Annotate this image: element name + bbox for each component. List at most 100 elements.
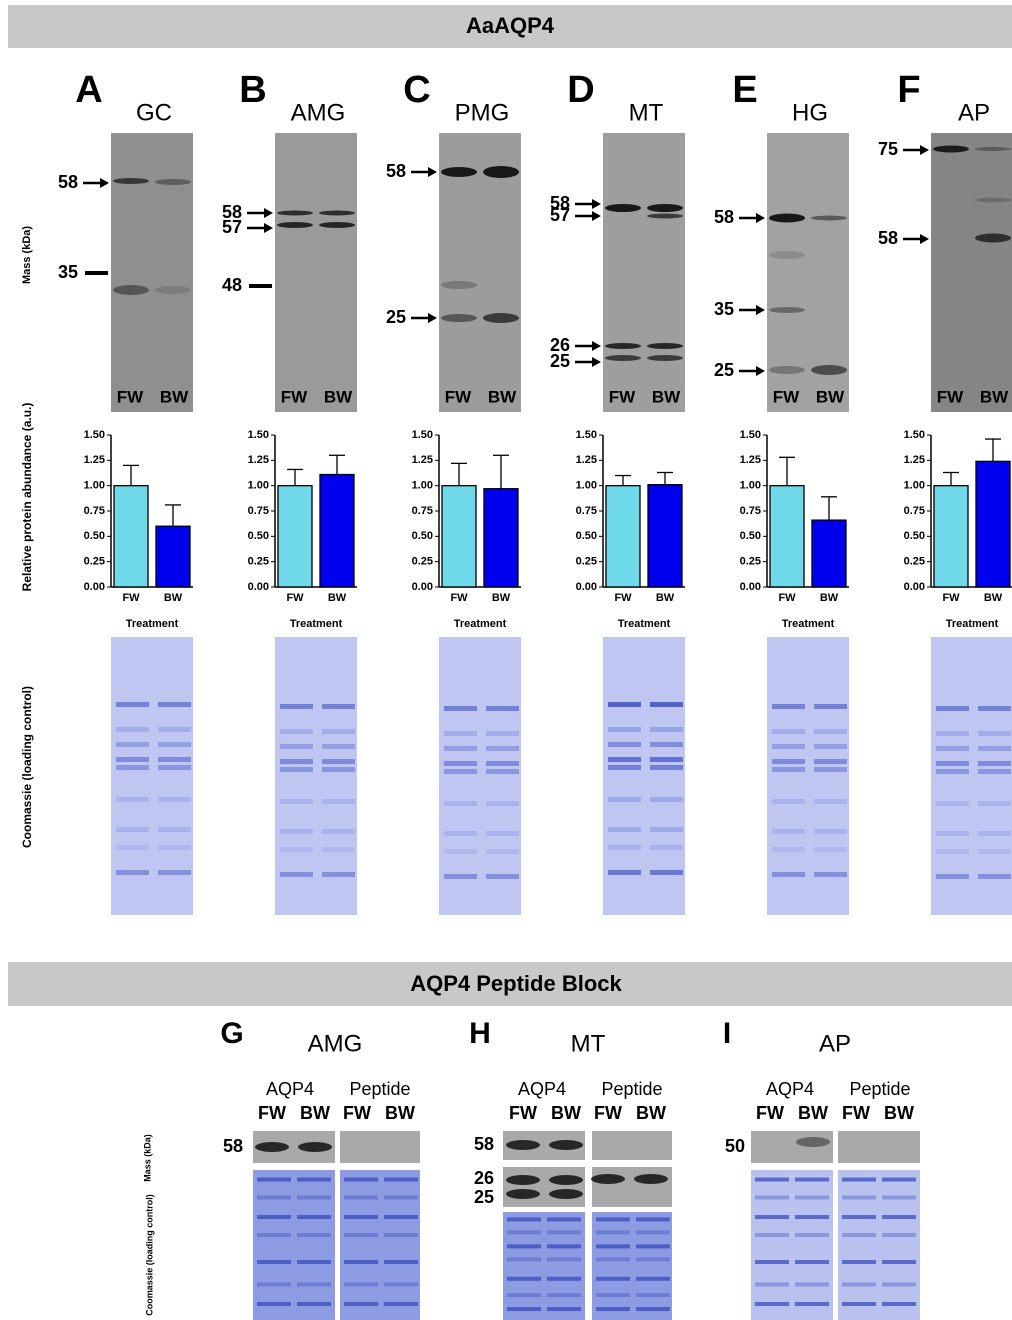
coomassie-band bbox=[116, 765, 149, 770]
x-tick-label: BW bbox=[984, 592, 1003, 604]
mass-marker: 25 bbox=[714, 360, 734, 380]
y-tick-label: 0.75 bbox=[412, 505, 433, 517]
coomassie-band bbox=[650, 727, 683, 732]
x-tick-label: BW bbox=[820, 592, 839, 604]
coomassie-band bbox=[297, 1282, 331, 1287]
coomassie-band bbox=[795, 1260, 829, 1264]
blot-band bbox=[811, 215, 847, 221]
western-blot bbox=[592, 1167, 672, 1207]
coomassie-band bbox=[814, 799, 847, 804]
coomassie-band bbox=[280, 847, 313, 852]
y-tick-label: 0.25 bbox=[576, 556, 597, 568]
blot-band bbox=[975, 197, 1011, 203]
coomassie-band bbox=[257, 1195, 291, 1200]
y-tick-label: 1.50 bbox=[84, 429, 105, 441]
blot-band bbox=[506, 1175, 540, 1185]
y-tick-label: 0.75 bbox=[576, 505, 597, 517]
tissue-label: AMG bbox=[308, 1030, 363, 1057]
coomassie-gel bbox=[603, 637, 685, 915]
coomassie-band bbox=[636, 1217, 670, 1222]
blot-band bbox=[506, 1140, 540, 1150]
coomassie-band bbox=[608, 827, 641, 832]
coomassie-band bbox=[636, 1230, 670, 1235]
bar bbox=[441, 485, 477, 588]
coomassie-gel bbox=[931, 637, 1012, 915]
coomassie-band bbox=[882, 1195, 916, 1200]
coomassie-band bbox=[297, 1215, 331, 1219]
coomassie-band bbox=[507, 1276, 541, 1281]
blot-band bbox=[605, 355, 641, 361]
lane-label: BW bbox=[798, 1103, 828, 1123]
blot-band bbox=[441, 167, 477, 177]
coomassie-band bbox=[608, 727, 641, 732]
coomassie-band bbox=[297, 1233, 331, 1237]
coomassie-band bbox=[978, 731, 1011, 736]
bar bbox=[605, 485, 641, 588]
coomassie-band bbox=[814, 872, 847, 877]
coomassie-band bbox=[636, 1307, 670, 1312]
coomassie-band bbox=[280, 799, 313, 804]
blot-band bbox=[591, 1174, 625, 1184]
blot-band bbox=[549, 1175, 583, 1185]
mass-marker: 50 bbox=[725, 1136, 745, 1156]
marker-arrowhead bbox=[592, 341, 601, 351]
coomassie-band bbox=[596, 1293, 630, 1297]
coomassie-band bbox=[280, 759, 313, 764]
bar bbox=[975, 460, 1011, 588]
y-tick-label: 1.00 bbox=[576, 480, 597, 492]
lane-label: FW bbox=[937, 387, 964, 406]
y-tick-label: 0.25 bbox=[412, 556, 433, 568]
coomassie-band bbox=[814, 767, 847, 772]
y-tick-label: 0.50 bbox=[576, 530, 597, 542]
blot-band bbox=[647, 213, 683, 219]
bar bbox=[933, 485, 969, 588]
coomassie-band bbox=[795, 1282, 829, 1287]
western-blot bbox=[439, 133, 521, 412]
coomassie-band bbox=[322, 744, 355, 749]
coomassie-band bbox=[978, 761, 1011, 766]
coomassie-band bbox=[596, 1217, 630, 1222]
lane-label: FW bbox=[842, 1103, 870, 1123]
coomassie-band bbox=[636, 1276, 670, 1281]
coomassie-band bbox=[257, 1233, 291, 1237]
blot-band bbox=[647, 204, 683, 212]
coomassie-band bbox=[444, 801, 477, 806]
coomassie-band bbox=[936, 849, 969, 854]
group-label: AQP4 bbox=[266, 1079, 314, 1099]
coomassie-band bbox=[936, 761, 969, 766]
group-label: AQP4 bbox=[766, 1079, 814, 1099]
coomassie-band bbox=[636, 1257, 670, 1262]
lane-label: BW bbox=[488, 387, 517, 406]
coomassie-band bbox=[158, 845, 191, 850]
lane-label: BW bbox=[551, 1103, 581, 1123]
y-tick-label: 1.50 bbox=[412, 429, 433, 441]
coomassie-band bbox=[547, 1217, 581, 1222]
y-tick-label: 0.00 bbox=[84, 581, 105, 593]
marker-arrowhead bbox=[920, 234, 929, 244]
lane-label: FW bbox=[117, 387, 144, 406]
western-blot bbox=[275, 133, 357, 412]
mass-axis-label: Mass (kDa) bbox=[21, 226, 33, 284]
coomassie-band bbox=[384, 1282, 418, 1287]
blot-band bbox=[769, 213, 805, 223]
y-tick-label: 1.25 bbox=[740, 454, 761, 466]
coomassie-band bbox=[158, 765, 191, 770]
tissue-label: HG bbox=[792, 99, 828, 126]
western-blot bbox=[751, 1131, 833, 1163]
mass-marker: 25 bbox=[386, 307, 406, 327]
coomassie-gel bbox=[592, 1212, 672, 1320]
coomassie-band bbox=[322, 704, 355, 709]
coomassie-gel bbox=[503, 1212, 585, 1320]
coomassie-band bbox=[507, 1230, 541, 1235]
blot-band bbox=[483, 313, 519, 323]
coomassie-band bbox=[636, 1293, 670, 1297]
lane-label: FW bbox=[258, 1103, 286, 1123]
coomassie-gel bbox=[439, 637, 521, 915]
coomassie-band bbox=[772, 847, 805, 852]
coomassie-band bbox=[547, 1230, 581, 1235]
coomassie-gel bbox=[767, 637, 849, 915]
y-tick-label: 0.00 bbox=[740, 581, 761, 593]
y-tick-label: 0.75 bbox=[904, 505, 925, 517]
coomassie-band bbox=[486, 831, 519, 836]
blot-band bbox=[277, 222, 313, 228]
